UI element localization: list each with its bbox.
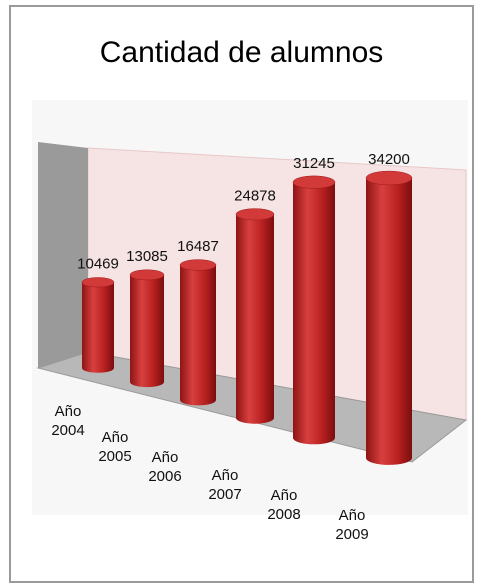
bar xyxy=(366,178,412,465)
bar-top xyxy=(235,208,275,221)
bar xyxy=(130,274,164,388)
side-wall xyxy=(38,142,88,368)
data-label: 13085 xyxy=(126,248,168,265)
frame-border xyxy=(9,5,474,583)
bar-top xyxy=(292,175,336,189)
bar xyxy=(236,214,274,424)
bar-top xyxy=(365,170,413,186)
x-tick-label: Año 2005 xyxy=(98,429,132,465)
data-label: 31245 xyxy=(293,155,335,172)
x-tick-label: Año 2008 xyxy=(267,487,301,523)
bar xyxy=(293,182,335,445)
bar xyxy=(82,282,114,373)
chart-title: Cantidad de alumnos xyxy=(99,36,384,69)
x-tick-label: Año 2006 xyxy=(148,449,182,485)
data-label: 10469 xyxy=(77,255,119,272)
bar xyxy=(180,265,216,406)
data-label: 24878 xyxy=(234,187,276,204)
data-label: 16487 xyxy=(177,238,219,255)
bar-top xyxy=(129,269,165,281)
bar-top xyxy=(81,277,115,288)
x-tick-label: Año 2009 xyxy=(335,507,369,543)
x-tick-label: Año 2007 xyxy=(208,467,242,503)
bar-top xyxy=(179,259,217,271)
x-tick-label: Año 2004 xyxy=(51,403,85,439)
data-label: 34200 xyxy=(368,151,410,168)
